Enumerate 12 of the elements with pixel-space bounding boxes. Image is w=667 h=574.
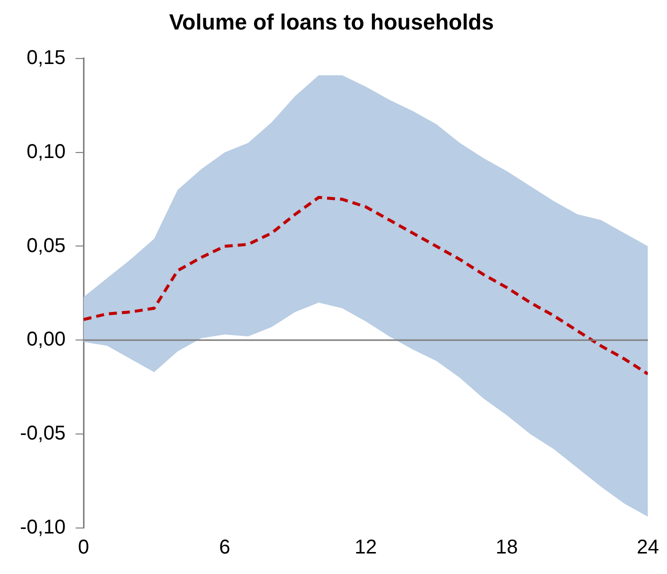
x-tick-label: 24: [636, 536, 659, 559]
y-tick-label: 0,00: [26, 328, 66, 351]
y-tick-label: -0,10: [20, 516, 66, 539]
y-tick-label: 0,15: [26, 46, 66, 69]
x-tick-label: 0: [78, 536, 90, 559]
y-tick-label: 0,10: [26, 140, 66, 163]
x-tick-label: 18: [496, 536, 518, 559]
x-tick-label: 6: [219, 536, 230, 559]
chart-title: Volume of loans to households: [169, 9, 494, 34]
x-tick-label: 12: [354, 536, 377, 559]
y-tick-label: 0,05: [26, 234, 66, 257]
y-tick-label: -0,05: [20, 422, 66, 445]
